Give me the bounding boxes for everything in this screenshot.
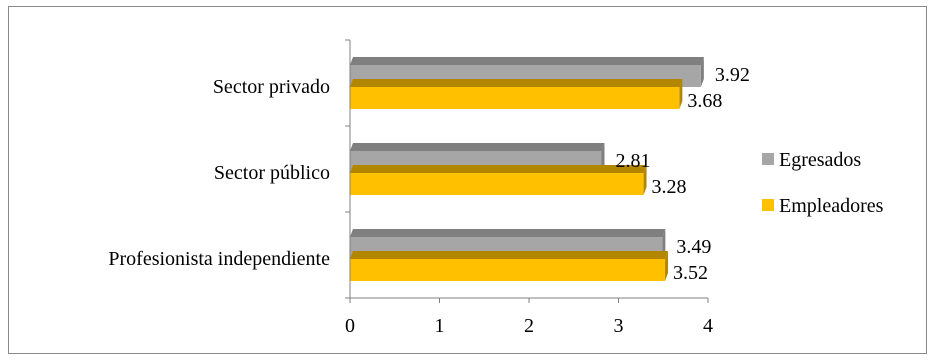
data-label-egresados-sector-privado: 3.92	[715, 64, 750, 86]
x-tick-label-3: 3	[614, 315, 624, 337]
bars-layer	[350, 57, 704, 281]
x-tick-label-0: 0	[345, 315, 355, 337]
x-tick-label-2: 2	[524, 315, 534, 337]
bar-empleadores-sector-privado	[350, 87, 680, 109]
data-label-empleadores-profesionista-independiente: 3.52	[673, 262, 708, 284]
category-label-profesionista-independiente: Profesionista independiente	[108, 248, 330, 270]
data-label-empleadores-sector-publico: 3.28	[652, 176, 687, 198]
data-label-empleadores-sector-privado: 3.68	[687, 90, 722, 112]
legend-label-egresados: Egresados	[779, 149, 861, 171]
bar-top-egresados-sector-publico	[350, 143, 605, 151]
bar-empleadores-profesionista-independiente	[350, 259, 666, 281]
bar-empleadores-sector-publico	[350, 173, 644, 195]
bar-top-empleadores-profesionista-independiente	[350, 251, 669, 259]
category-label-sector-privado: Sector privado	[213, 76, 330, 98]
bar-side-egresados-sector-privado	[700, 57, 704, 87]
data-label-egresados-sector-publico: 2.81	[615, 150, 650, 172]
bar-top-empleadores-sector-privado	[350, 79, 683, 87]
data-label-egresados-profesionista-independiente: 3.49	[676, 236, 711, 258]
labels-layer: 3.92 3.68 Sector privado 2.813.28 Sector púb…	[108, 64, 749, 284]
bar-top-empleadores-sector-publico	[350, 165, 647, 173]
bar-side-empleadores-sector-privado	[679, 79, 683, 109]
legend: Egresados Empleadores	[762, 149, 884, 217]
x-tick-label-1: 1	[435, 315, 445, 337]
legend-label-empleadores: Empleadores	[779, 195, 884, 217]
bar-top-egresados-profesionista-independiente	[350, 229, 666, 237]
legend-swatch-empleadores	[762, 199, 774, 211]
axes-layer: 0 1 2 3 4	[345, 39, 713, 337]
legend-swatch-egresados	[762, 153, 774, 165]
category-label-sector-publico: Sector público	[214, 162, 330, 184]
bar-side-empleadores-profesionista-independiente	[665, 251, 669, 281]
bar-side-empleadores-sector-publico	[643, 165, 647, 195]
x-tick-label-4: 4	[703, 315, 713, 337]
bar-top-egresados-sector-privado	[350, 57, 704, 65]
